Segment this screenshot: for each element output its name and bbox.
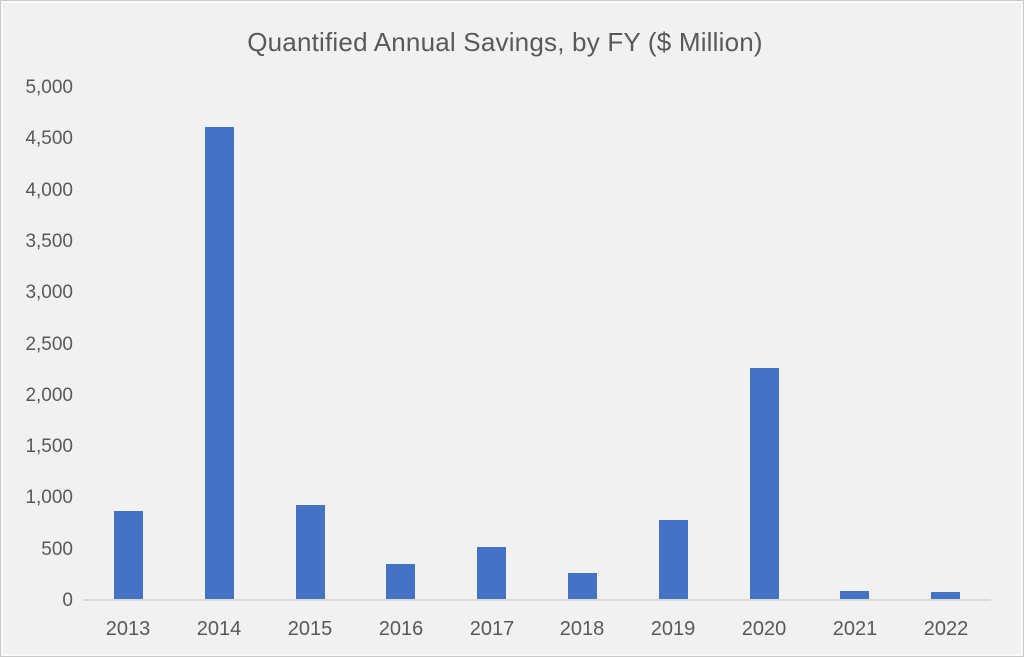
y-tick-label-3500: 3,500 [25, 231, 73, 252]
bar-2021 [840, 591, 870, 599]
y-tick-label-0: 0 [62, 590, 73, 611]
bar-2018 [567, 573, 597, 599]
bar-2020 [749, 368, 779, 599]
y-tick-label-4000: 4,000 [25, 180, 73, 201]
bar-2014 [204, 127, 234, 599]
bar-2019 [658, 520, 688, 599]
y-tick-label-5000: 5,000 [25, 77, 73, 98]
y-tick-label-1000: 1,000 [25, 487, 73, 508]
bar-2013 [113, 511, 143, 599]
bar-2016 [386, 564, 416, 599]
bar-2017 [477, 547, 507, 599]
y-tick-label-2000: 2,000 [25, 385, 73, 406]
x-tick-label-2018: 2018 [559, 618, 605, 640]
x-tick-label-2013: 2013 [105, 618, 151, 640]
y-tick-label-1500: 1,500 [25, 436, 73, 457]
x-tick-label-2019: 2019 [650, 618, 696, 640]
y-tick-label-2500: 2,500 [25, 334, 73, 355]
plot-area [83, 88, 991, 601]
bar-2022 [931, 592, 961, 599]
y-tick-label-500: 500 [41, 539, 73, 560]
x-tick-label-2015: 2015 [287, 618, 333, 640]
y-tick-label-4500: 4,500 [25, 128, 73, 149]
x-tick-label-2014: 2014 [196, 618, 242, 640]
y-axis: 0 500 1,000 1,500 2,000 2,500 3,000 3,500 4,000 4… [1, 1, 73, 656]
y-tick-label-3000: 3,000 [25, 282, 73, 303]
x-tick-label-2016: 2016 [378, 618, 424, 640]
x-tick-label-2017: 2017 [469, 618, 515, 640]
x-tick-label-2020: 2020 [741, 618, 787, 640]
x-tick-label-2022: 2022 [923, 618, 969, 640]
x-tick-label-2021: 2021 [832, 618, 878, 640]
chart-title: Quantified Annual Savings, by FY ($ Mill… [247, 27, 763, 57]
bar-2015 [295, 505, 325, 599]
